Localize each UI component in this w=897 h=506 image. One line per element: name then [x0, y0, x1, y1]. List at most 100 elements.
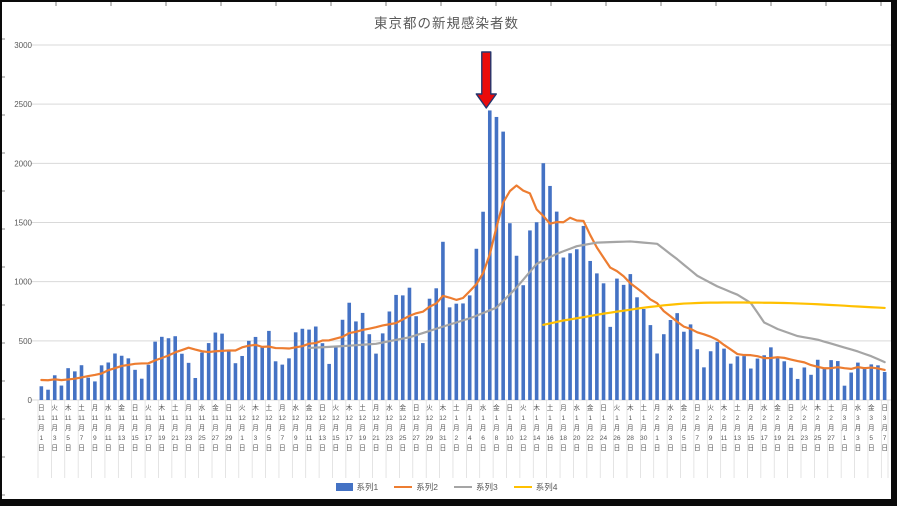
- bar-series1: [568, 253, 572, 400]
- y-axis-tick-label: 3000: [14, 41, 32, 50]
- bar-series1: [635, 297, 639, 400]
- bar-series1: [601, 283, 606, 400]
- x-axis-tick-label: 火 12 月 29 日: [425, 405, 434, 452]
- bar-series1: [73, 371, 77, 400]
- bar-series1: [200, 352, 204, 400]
- x-axis-tick-label: 日 11 月 15 日: [131, 405, 139, 452]
- y-axis-tick-label: 0: [28, 396, 33, 405]
- bar-series1: [755, 358, 760, 400]
- bar-series1: [400, 295, 405, 400]
- x-axis-tick-label: 火 12 月 1 日: [238, 405, 246, 452]
- x-axis-tick-label: 金 2 月 19 日: [773, 405, 782, 452]
- bar-series1: [133, 369, 137, 400]
- x-axis-tick-label: 月 12 月 21 日: [372, 405, 380, 452]
- y-axis-tick-label: 2500: [14, 100, 32, 109]
- x-axis-tick-label: 木 12 月 3 日: [251, 405, 260, 452]
- bar-series1: [528, 230, 532, 400]
- bar-series1: [153, 341, 157, 400]
- bar-series1: [561, 257, 566, 400]
- bar-series1: [139, 378, 144, 400]
- bar-series1: [862, 366, 867, 400]
- bar-series1: [641, 309, 646, 400]
- bar-series1: [240, 355, 244, 400]
- chart-legend[interactable]: 系列1 系列2 系列3 系列4: [2, 481, 891, 493]
- bar-series1: [688, 324, 693, 400]
- x-axis-tick-label: 金 12 月 11 日: [305, 405, 313, 452]
- bar-series1: [842, 385, 847, 400]
- bar-series1: [588, 260, 592, 400]
- x-axis-tick-label: 火 11 月 3 日: [51, 405, 59, 452]
- bar-series1: [728, 363, 733, 400]
- bar-series1: [869, 364, 874, 400]
- bar-series1: [146, 364, 151, 400]
- x-axis-tick-label: 日 11 月 29 日: [225, 405, 233, 452]
- bar-series1: [280, 364, 285, 400]
- bar-series1: [380, 333, 385, 400]
- x-axis-tick-label: 金 11 月 13 日: [117, 405, 126, 452]
- legend-item-series2[interactable]: 系列2: [394, 481, 438, 493]
- bar-series1: [387, 311, 392, 400]
- bar-series1: [186, 362, 191, 400]
- x-axis-tick-label: 水 11 月 11 日: [104, 405, 112, 452]
- x-axis-tick-label: 土 12 月 19 日: [358, 405, 367, 452]
- x-axis-tick-label: 月 1 月 18 日: [559, 405, 568, 452]
- bar-series1: [708, 351, 713, 400]
- bar-series1: [541, 163, 546, 400]
- x-axis-tick-label: 金 12 月 25 日: [399, 405, 407, 452]
- y-axis-tick-label: 1000: [14, 278, 32, 287]
- x-axis-tick-label: 木 11 月 5 日: [64, 405, 72, 452]
- bar-series1: [354, 321, 358, 400]
- legend-item-series4[interactable]: 系列4: [513, 481, 557, 493]
- legend-item-series1[interactable]: 系列1: [335, 481, 378, 493]
- bar-series1: [481, 211, 485, 400]
- bar-series1: [287, 358, 291, 400]
- bar-series1: [253, 336, 258, 400]
- x-axis-tick-label: 月 11 月 23 日: [184, 405, 193, 452]
- chart-title: 東京都の新規感染者数: [374, 16, 519, 31]
- bar-series1: [213, 332, 218, 400]
- x-axis-tick-label: 土 1 月 16 日: [546, 405, 554, 452]
- x-axis-tick-label: 日 2 月 21 日: [787, 405, 795, 452]
- x-axis-tick-label: 日 12 月 13 日: [318, 405, 327, 452]
- bar-series1: [769, 347, 773, 400]
- x-axis-tick-label: 木 11 月 19 日: [158, 405, 166, 452]
- x-axis-tick-label: 土 11 月 21 日: [171, 405, 179, 452]
- bar-series1: [307, 329, 311, 400]
- bar-series1: [39, 386, 44, 400]
- bar-series1: [206, 343, 211, 400]
- bar-series1: [608, 326, 613, 400]
- bar-series1: [106, 362, 111, 400]
- bar-series1: [454, 303, 459, 400]
- bar-series1: [574, 249, 579, 400]
- bar-series1: [548, 185, 552, 400]
- bar-series1: [394, 294, 398, 400]
- bar-series1: [300, 328, 305, 400]
- bar-series1: [407, 287, 412, 400]
- bar-series1: [59, 385, 64, 400]
- bar-series1: [414, 316, 418, 400]
- bar-series1: [501, 131, 505, 400]
- bar-series1: [334, 345, 338, 400]
- bar-series1: [775, 358, 780, 400]
- line-series4: [542, 301, 886, 326]
- x-axis-tick-label: 火 1 月 26 日: [613, 405, 621, 452]
- bar-series1: [795, 378, 800, 400]
- bar-series1: [86, 377, 90, 400]
- bar-series1: [722, 348, 726, 400]
- x-axis-tick-label: 木 1 月 14 日: [532, 405, 541, 452]
- bar-series1: [293, 332, 298, 400]
- x-axis-tick-label: 土 1 月 30 日: [640, 405, 648, 452]
- legend-item-series3[interactable]: 系列3: [454, 481, 498, 493]
- y-axis-tick-label: 500: [19, 337, 33, 346]
- bar-series1: [99, 365, 104, 400]
- bar-series1: [715, 341, 720, 400]
- bar-series1: [461, 303, 465, 400]
- x-axis-tick-label: 日 1 月 24 日: [599, 405, 608, 452]
- bar-series1: [514, 255, 519, 400]
- bar-series1: [822, 368, 827, 400]
